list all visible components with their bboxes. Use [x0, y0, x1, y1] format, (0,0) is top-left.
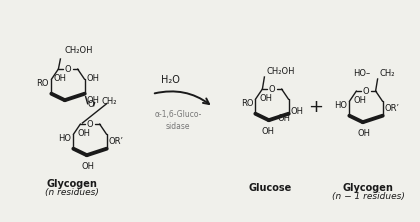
Text: HO–: HO– [353, 69, 370, 77]
Text: α-1,6-Gluco-
sidase: α-1,6-Gluco- sidase [154, 110, 202, 131]
Text: (n − 1 residues): (n − 1 residues) [331, 192, 404, 200]
Text: OH: OH [78, 129, 90, 137]
Text: RO: RO [36, 79, 48, 88]
Text: OH: OH [87, 96, 100, 105]
Text: Glycogen: Glycogen [47, 179, 97, 189]
Text: Glycogen: Glycogen [343, 183, 394, 193]
Text: O: O [363, 87, 369, 95]
Text: O: O [269, 85, 276, 93]
Text: O: O [87, 100, 94, 109]
Text: +: + [309, 98, 323, 116]
Text: CH₂OH: CH₂OH [266, 67, 295, 75]
Text: OH: OH [81, 162, 94, 171]
Text: CH₂: CH₂ [380, 69, 395, 77]
Text: OR’: OR’ [109, 137, 123, 146]
Text: H₂O: H₂O [160, 75, 179, 85]
Text: O: O [65, 65, 71, 73]
Text: OR’: OR’ [385, 104, 400, 113]
Text: HO: HO [58, 134, 71, 143]
Text: HO: HO [334, 101, 347, 110]
Text: OH: OH [262, 127, 275, 136]
Text: OH: OH [354, 95, 367, 105]
Text: Glucose: Glucose [248, 183, 291, 193]
Text: (n residues): (n residues) [45, 188, 99, 196]
Text: OH: OH [87, 74, 100, 83]
Text: RO: RO [241, 99, 253, 108]
Text: CH₂: CH₂ [102, 97, 117, 106]
Text: OH: OH [53, 73, 66, 83]
Text: OH: OH [291, 107, 304, 116]
Text: OH: OH [260, 93, 273, 103]
Text: CH₂OH: CH₂OH [64, 46, 93, 54]
Text: O: O [87, 119, 93, 129]
Text: OH: OH [278, 113, 291, 123]
Text: OH: OH [357, 129, 370, 138]
